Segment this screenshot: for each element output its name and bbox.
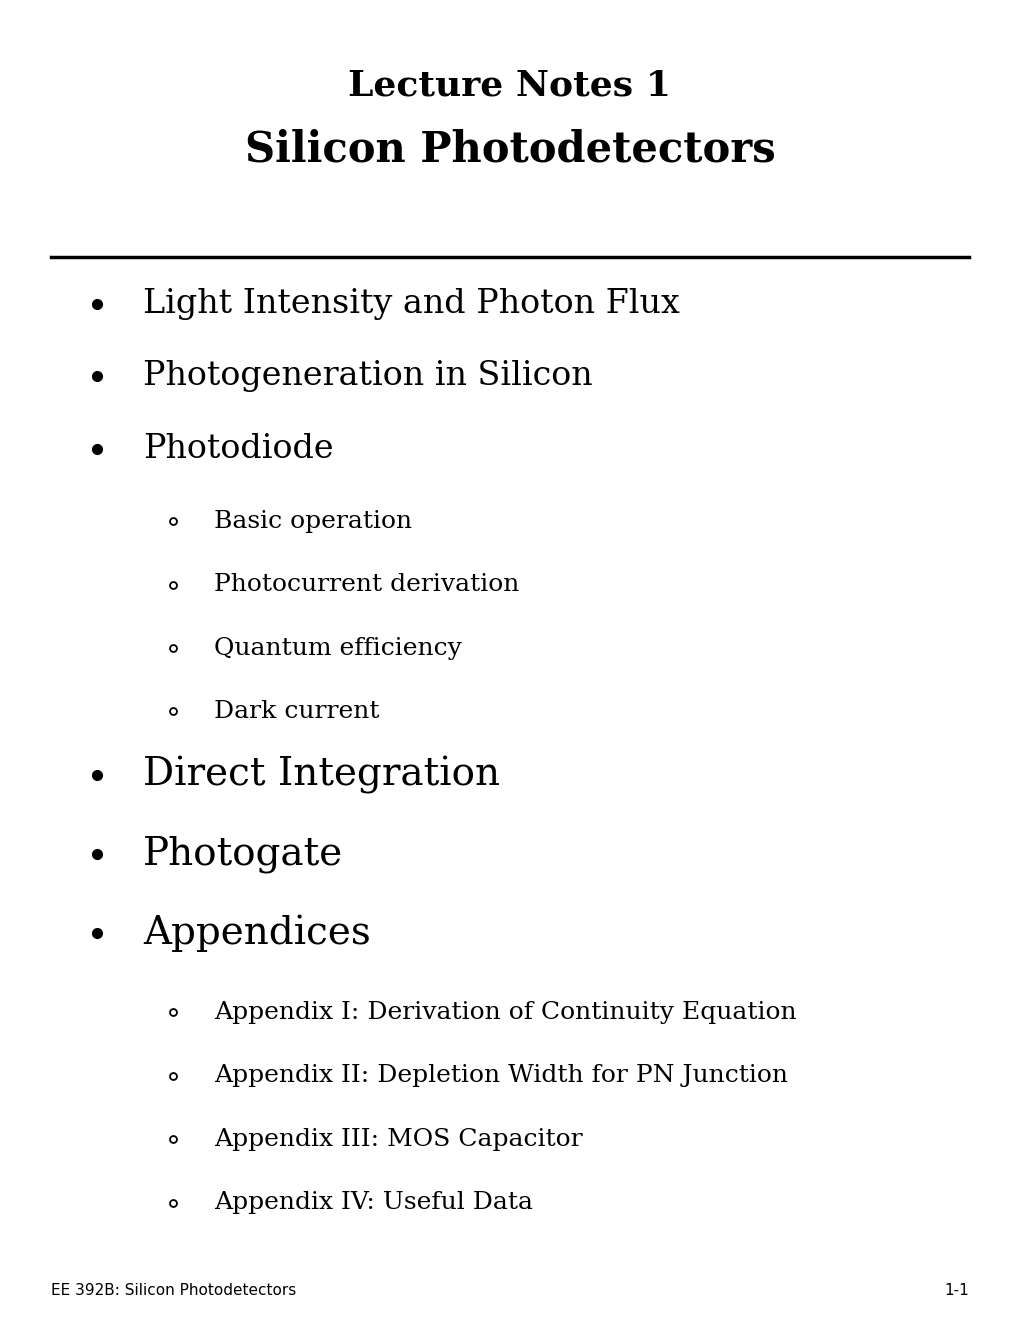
Text: Appendix I: Derivation of Continuity Equation: Appendix I: Derivation of Continuity Equ…	[214, 1001, 796, 1024]
Text: Photodiode: Photodiode	[143, 433, 333, 465]
Text: 1-1: 1-1	[944, 1283, 968, 1299]
Text: Appendices: Appendices	[143, 915, 370, 952]
Text: Photocurrent derivation: Photocurrent derivation	[214, 573, 519, 597]
Text: Lecture Notes 1: Lecture Notes 1	[348, 69, 671, 103]
Text: Silicon Photodetectors: Silicon Photodetectors	[245, 128, 774, 170]
Text: Quantum efficiency: Quantum efficiency	[214, 636, 462, 660]
Text: Appendix IV: Useful Data: Appendix IV: Useful Data	[214, 1191, 533, 1214]
Text: Basic operation: Basic operation	[214, 510, 412, 533]
Text: Appendix III: MOS Capacitor: Appendix III: MOS Capacitor	[214, 1127, 582, 1151]
Text: EE 392B: Silicon Photodetectors: EE 392B: Silicon Photodetectors	[51, 1283, 296, 1299]
Text: Photogate: Photogate	[143, 836, 342, 873]
Text: Dark current: Dark current	[214, 700, 379, 723]
Text: Light Intensity and Photon Flux: Light Intensity and Photon Flux	[143, 288, 679, 319]
Text: Direct Integration: Direct Integration	[143, 756, 499, 793]
Text: Appendix II: Depletion Width for PN Junction: Appendix II: Depletion Width for PN Junc…	[214, 1064, 788, 1088]
Text: Photogeneration in Silicon: Photogeneration in Silicon	[143, 360, 592, 392]
